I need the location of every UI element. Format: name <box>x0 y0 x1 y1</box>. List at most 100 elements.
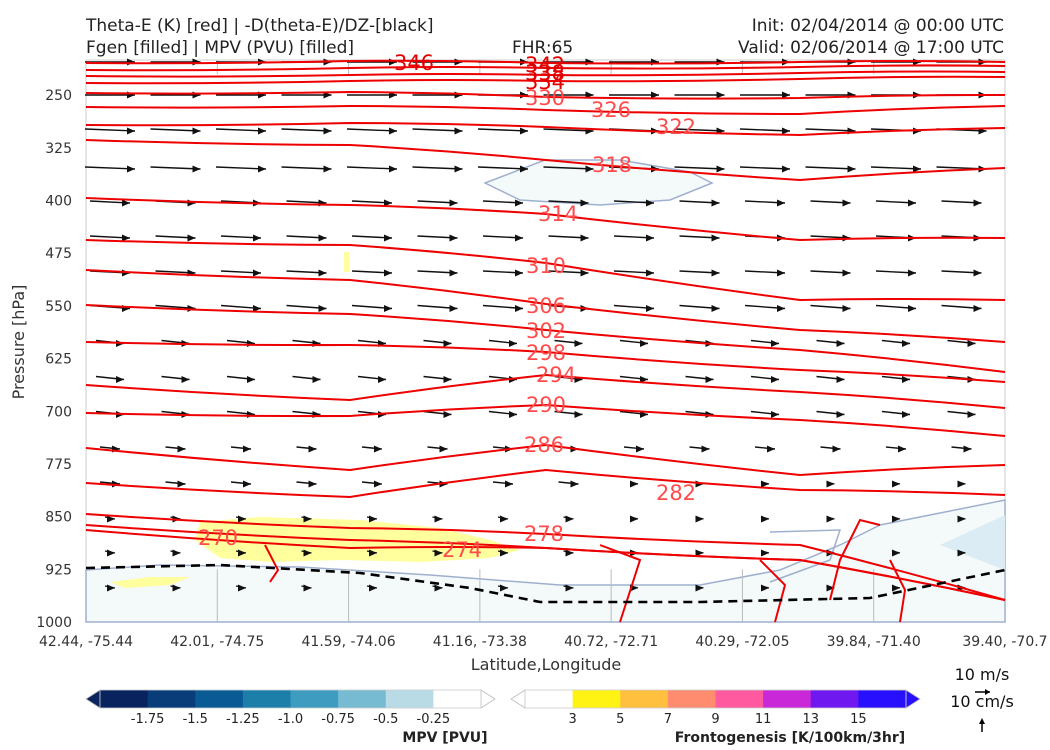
wind-vector-head <box>847 165 856 173</box>
y-tick-label: 475 <box>45 246 72 262</box>
wind-vector-head <box>761 549 769 557</box>
wind-vector-head <box>443 340 452 347</box>
wind-vector-head <box>967 411 976 418</box>
theta-e-contour-label: 326 <box>591 98 631 122</box>
wind-vector-head <box>318 269 327 277</box>
x-tick-label: 41.16, -73.38 <box>433 634 527 650</box>
wind-vector-head <box>580 269 589 277</box>
wind-vector <box>674 128 725 132</box>
theta-e-contour <box>829 518 881 601</box>
wind-vector-head <box>777 199 785 207</box>
wind-vector-head <box>520 127 528 135</box>
wind-vector <box>412 166 463 170</box>
wind-vector-head <box>902 376 910 383</box>
wind-vector-head <box>777 305 785 312</box>
x-tick-label: 40.29, -72.05 <box>695 634 789 650</box>
wind-vector-head <box>695 584 704 592</box>
theta-e-contour <box>759 559 787 623</box>
fhr-label: FHR:65 <box>512 38 573 58</box>
wind-vector-head <box>515 269 523 277</box>
wind-vector-head <box>500 549 508 557</box>
wind-vector-head <box>238 549 246 557</box>
theta-e-contour <box>85 443 1006 477</box>
wind-vector-head <box>565 515 574 523</box>
wind-vector-head <box>434 584 443 592</box>
mpv-fill-right <box>940 515 1005 570</box>
wind-vector-head <box>308 445 317 453</box>
wind-vector-head <box>832 445 841 453</box>
wind-vector <box>477 166 529 170</box>
wind-vector-head <box>127 165 135 173</box>
wind-vector-head <box>767 445 775 453</box>
wind-vector-head <box>238 515 246 523</box>
wind-vector-head <box>177 480 186 488</box>
colorbar-segment <box>385 690 434 708</box>
wind-vector-head <box>771 376 779 383</box>
theta-e-contour <box>85 64 1006 72</box>
wind-vector-head <box>585 165 594 173</box>
wind-vector-head <box>695 515 704 523</box>
wind-vector-head <box>243 445 251 453</box>
wind-vector <box>215 166 267 170</box>
dashed-boundary-line <box>85 563 1006 604</box>
wind-vector <box>674 166 725 170</box>
theta-e-contour <box>85 197 1006 242</box>
wind-vector-head <box>187 234 196 242</box>
wind-vector-head <box>630 515 638 523</box>
theta-e-contour <box>85 529 1006 601</box>
colorbar-segment <box>858 690 907 708</box>
y-tick-label: 775 <box>45 457 72 473</box>
x-tick-label: 39.84, -71.40 <box>827 634 921 650</box>
wind-vector-head <box>515 199 523 207</box>
wind-vector-head <box>308 480 317 488</box>
wind-vector-head <box>711 305 720 312</box>
y-axis-ticks: 250 325 400 475 550 625 700 775 850 925 1000 <box>36 88 72 631</box>
wind-vector-head <box>711 269 720 277</box>
title-left-2: Fgen [filled] | MPV (PVU) [filled] <box>86 38 354 58</box>
mpv-fill-upper <box>483 159 714 206</box>
wind-vector-head <box>957 549 966 557</box>
wind-vector-head <box>369 515 377 523</box>
wind-vector-head <box>369 584 377 592</box>
x-tick-label: 40.72, -72.71 <box>564 634 658 650</box>
wind-vector-head <box>908 199 916 207</box>
theta-e-contour-label: 310 <box>526 254 566 278</box>
wind-vector <box>84 166 136 170</box>
theta-e-contour <box>85 269 1006 343</box>
theta-e-contour-label: 294 <box>536 363 576 387</box>
mpv-contour <box>769 529 842 583</box>
wind-vector-head <box>716 91 725 99</box>
wind-vector-head <box>630 480 638 488</box>
wind-vector-head <box>716 165 725 173</box>
wind-vector <box>739 128 791 132</box>
theta-e-contour-label: 314 <box>538 202 578 226</box>
wind-vector-head <box>389 127 397 135</box>
wind-vector <box>281 166 332 170</box>
wind-vector-head <box>646 234 654 242</box>
wind-vector-head <box>908 269 916 277</box>
wind-vector <box>543 166 594 170</box>
wind-vector-head <box>902 340 910 347</box>
theta-e-contour-label: 334 <box>525 70 565 94</box>
wind-vector-head <box>711 234 720 242</box>
colorbar-segment <box>242 690 291 708</box>
theta-e-contour <box>85 468 1006 499</box>
wind-vector-head <box>826 515 835 523</box>
wind-vector-head <box>580 234 589 242</box>
wind-vector-head <box>902 411 910 418</box>
wind-vector <box>150 128 201 132</box>
wind-vector <box>739 166 791 170</box>
wind-vector-head <box>116 376 124 383</box>
theta-e-contour <box>889 559 907 623</box>
wind-vector-head <box>172 584 181 592</box>
wind-vector-head <box>636 445 644 453</box>
wind-vector-head <box>640 411 648 418</box>
theta-e-contour <box>85 90 1006 100</box>
wind-vector-head <box>580 199 589 207</box>
wind-vector-head <box>836 411 845 418</box>
colorbar-segment <box>667 690 716 708</box>
wind-vector-head <box>303 549 312 557</box>
colorbar-tick-label: 9 <box>711 712 719 727</box>
colorbar-tick-label: -1.75 <box>131 712 165 727</box>
wind-vector-head <box>454 165 463 173</box>
